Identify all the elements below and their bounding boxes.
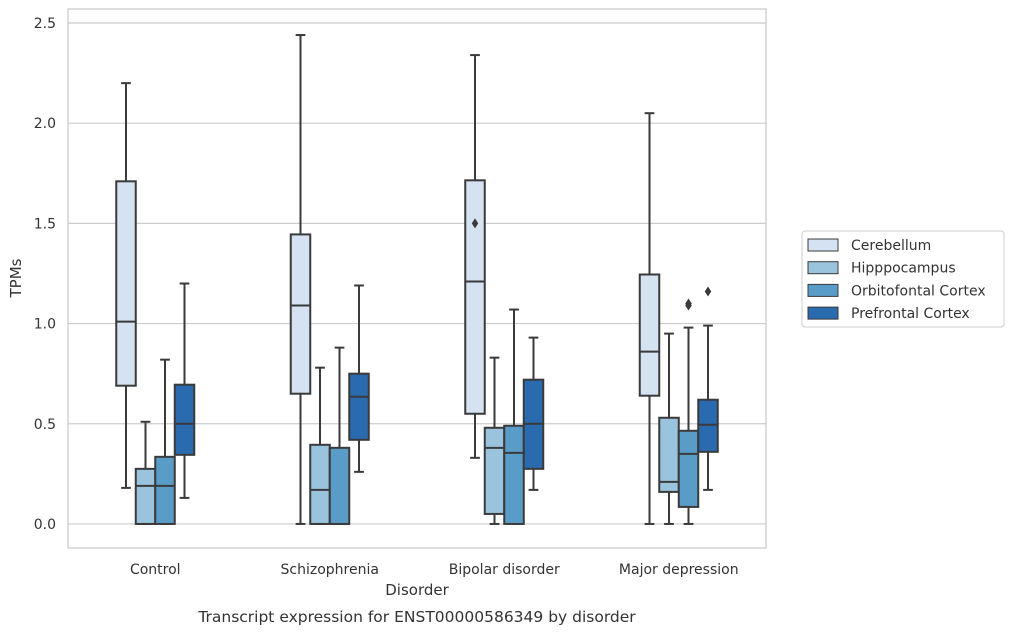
y-tick-labels: 0.0 0.5 1.0 1.5 2.0 2.5 <box>34 16 56 533</box>
outlier-point <box>685 298 692 309</box>
box <box>309 443 331 525</box>
y-tick-label: 2.5 <box>34 16 56 32</box>
box-group <box>697 286 719 491</box>
box-group <box>638 112 661 525</box>
legend-label: Hipppocampus <box>851 261 956 277</box>
x-tick-label: Bipolar disorder <box>449 562 560 578</box>
box-group <box>483 356 506 525</box>
legend-swatch <box>807 238 839 252</box>
box-group <box>658 332 680 525</box>
boxes <box>115 34 719 525</box>
y-axis-label: TPMs <box>7 258 25 298</box>
x-tick-label: Control <box>130 562 181 578</box>
box-group <box>309 366 331 525</box>
legend-items: Cerebellum Hipppocampus Orbitofontal Corte… <box>807 238 986 322</box>
legend-swatch <box>807 306 839 320</box>
box <box>697 398 719 453</box>
chart-caption: Transcript expression for ENST0000058634… <box>197 608 636 626</box>
box-group <box>173 282 196 499</box>
legend-label: Prefrontal Cortex <box>851 306 970 322</box>
box <box>348 372 370 441</box>
box-group <box>115 82 137 489</box>
box-group <box>328 346 351 525</box>
legend-swatch <box>807 261 839 275</box>
plot-area-frame <box>67 8 767 549</box>
box-group <box>289 34 312 525</box>
x-tick-label: Schizophrenia <box>281 562 379 578</box>
y-tick-label: 1.5 <box>34 216 56 232</box>
box <box>503 424 525 525</box>
box-group <box>154 358 176 525</box>
x-axis-label: Disorder <box>385 581 449 599</box>
legend-swatch <box>807 283 839 297</box>
box <box>328 446 351 525</box>
x-tick-label: Major depression <box>619 562 739 578</box>
box <box>638 273 661 397</box>
box-group <box>348 284 370 473</box>
legend-label: Cerebellum <box>851 238 931 254</box>
box <box>658 416 680 493</box>
box-group <box>464 54 486 459</box>
y-tick-label: 0.5 <box>34 417 56 433</box>
y-tick-label: 0.0 <box>34 517 56 533</box>
box <box>173 383 196 456</box>
legend-label: Orbitofontal Cortex <box>851 283 986 299</box>
box <box>115 180 137 387</box>
outlier-point <box>471 218 479 229</box>
box <box>464 179 486 415</box>
box <box>134 467 157 525</box>
box-group <box>503 308 525 525</box>
x-tick-labels: Control Schizophrenia Bipolar disorder Majo… <box>130 562 739 578</box>
y-tick-label: 1.0 <box>34 317 56 333</box>
box-group <box>134 420 157 525</box>
box <box>677 429 700 508</box>
box <box>289 233 312 395</box>
legend-frame <box>801 230 1005 328</box>
box-group <box>522 336 545 491</box>
outlier-point <box>704 286 712 297</box>
box-group <box>677 298 700 525</box>
box <box>154 455 176 525</box>
box <box>483 426 506 515</box>
y-tick-label: 2.0 <box>34 116 56 132</box>
legend: Cerebellum Hipppocampus Orbitofontal Corte… <box>801 230 1005 328</box>
